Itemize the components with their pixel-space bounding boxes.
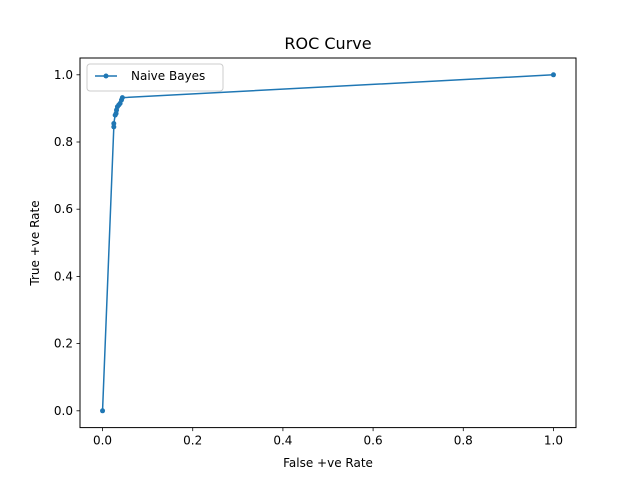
axes-frame bbox=[79, 57, 577, 429]
x-tick-label: 0.6 bbox=[364, 434, 383, 448]
data-point bbox=[550, 72, 556, 78]
y-tick-label: 0.0 bbox=[54, 404, 73, 418]
legend: Naive Bayes bbox=[86, 63, 224, 92]
y-tick-label: 1.0 bbox=[54, 68, 73, 82]
x-tick-label: 0.0 bbox=[93, 434, 112, 448]
plot-area bbox=[100, 72, 556, 414]
ticks: 0.0 0.2 0.4 0.6 0.8 1.0 0.0 0.2 0.4 0.6 0.8 1.0 bbox=[54, 68, 563, 448]
chart-title: ROC Curve bbox=[284, 34, 371, 53]
x-tick-label: 0.2 bbox=[183, 434, 202, 448]
y-tick-label: 0.8 bbox=[54, 135, 73, 149]
y-axis-label: True +ve Rate bbox=[28, 200, 42, 286]
data-point bbox=[119, 95, 125, 101]
x-tick-label: 0.8 bbox=[454, 434, 473, 448]
legend-box bbox=[86, 63, 224, 92]
data-point bbox=[100, 408, 106, 414]
legend-point-marker bbox=[103, 73, 109, 79]
y-tick-label: 0.6 bbox=[54, 202, 73, 216]
x-tick-label: 0.4 bbox=[273, 434, 292, 448]
x-axis-label: False +ve Rate bbox=[283, 456, 373, 470]
data-point bbox=[111, 121, 117, 127]
y-tick-label: 0.4 bbox=[54, 269, 73, 283]
y-tick-label: 0.2 bbox=[54, 337, 73, 351]
x-tick-label: 1.0 bbox=[544, 434, 563, 448]
legend-entry-naive-bayes: Naive Bayes bbox=[131, 69, 205, 83]
